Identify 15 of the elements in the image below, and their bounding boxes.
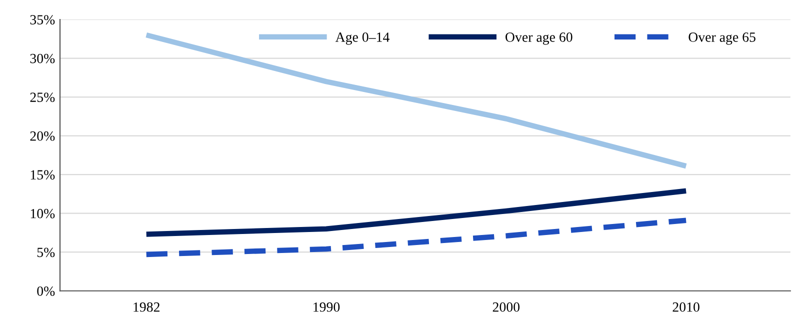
y-tick-label: 15% xyxy=(30,170,55,180)
legend-label: Over age 60 xyxy=(506,32,572,45)
y-tick-label: 20% xyxy=(30,131,55,141)
legend-label: Over age 65 xyxy=(688,32,756,45)
y-tick-label: 5% xyxy=(37,248,55,258)
y-tick-label: 10% xyxy=(30,208,55,218)
x-tick-label: 2000 xyxy=(492,302,520,312)
y-tick-label: 0% xyxy=(37,286,55,296)
x-tick-label: 1982 xyxy=(134,302,160,312)
legend-label: Age 0–14 xyxy=(335,32,390,45)
x-tick-label: 1990 xyxy=(314,302,340,312)
y-tick-label: 25% xyxy=(30,92,55,102)
y-tick-label: 30% xyxy=(30,54,55,64)
x-tick-label: 2010 xyxy=(672,302,700,312)
y-tick-label: 35% xyxy=(30,15,55,24)
